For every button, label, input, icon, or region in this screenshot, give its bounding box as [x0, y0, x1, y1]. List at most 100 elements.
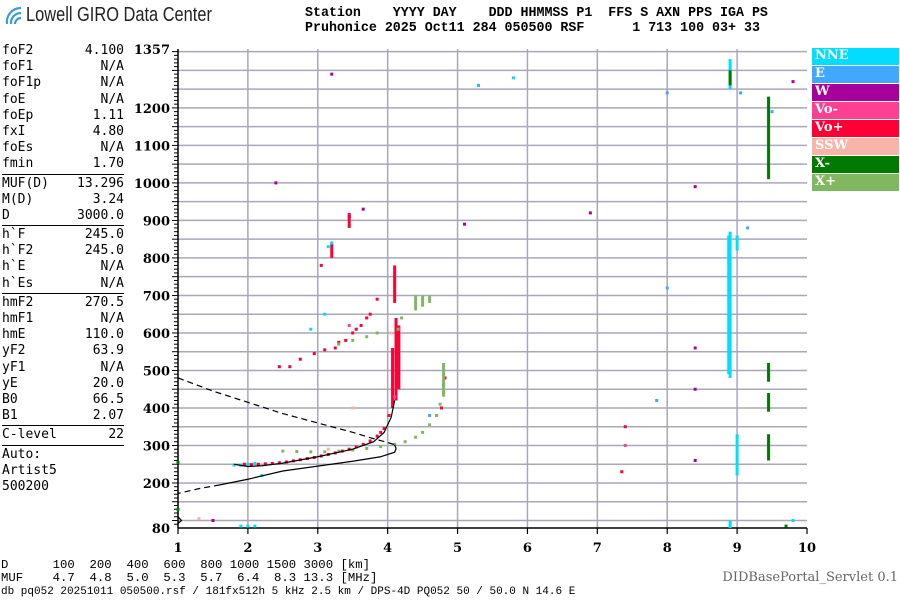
param-row: foEp 1.11 — [2, 108, 124, 124]
echo-vo-minusplus — [379, 430, 383, 434]
echo-vo-minusplus — [365, 316, 369, 320]
echo-x-minusplus — [337, 342, 341, 346]
echo-e — [477, 83, 481, 87]
param-name: foF1p — [2, 75, 42, 91]
y-tick-label: 600 — [143, 327, 170, 342]
echo-w — [693, 346, 697, 350]
param-row: h`E N/A — [2, 259, 124, 275]
param-value: 63.9 — [92, 343, 124, 359]
echo-x-minusplus — [365, 446, 369, 450]
param-name: foF1 — [2, 59, 34, 75]
header-labels: Station YYYY DAY DDD HHMMSS P1 FFS S AXN… — [305, 5, 768, 21]
param-name: D — [2, 207, 10, 223]
param-row: foF1p N/A — [2, 75, 124, 91]
param-value: 110.0 — [84, 327, 124, 343]
y-tick-label: 800 — [143, 252, 170, 267]
y-tick-label: 300 — [143, 439, 170, 454]
echo-nne — [246, 462, 250, 466]
param-name: hmF1 — [2, 311, 34, 326]
echo-nne — [239, 524, 243, 528]
param-row: h`F2 245.0 — [2, 243, 124, 259]
echo-vo-minus — [623, 443, 627, 447]
echo-x-minusplus — [393, 442, 397, 446]
echo-x-minusplus — [375, 331, 379, 335]
echo-x-minus-streak — [767, 96, 771, 180]
param-row: B1 2.07 — [2, 408, 124, 424]
echo-vo-minus — [347, 323, 351, 327]
param-value: N/A — [100, 75, 124, 91]
echo-vo-minusplus — [277, 365, 281, 369]
param-value: N/A — [100, 259, 124, 275]
echo-vo-minusplus — [351, 331, 355, 335]
echo-x-minusplus-streak — [428, 295, 432, 303]
y-tick-label: 500 — [143, 364, 170, 379]
echo-vo-minusplus — [270, 461, 274, 465]
param-value: 4.100 — [84, 43, 124, 58]
param-name: h`F — [2, 227, 26, 243]
param-value: 1.70 — [92, 156, 124, 172]
separator — [2, 225, 124, 227]
echo-x-minusplus — [396, 327, 400, 331]
param-row: B0 66.5 — [2, 392, 124, 408]
echo-nne-streak — [728, 520, 732, 528]
echo-x-minus-streak — [728, 70, 732, 86]
param-value: 2.07 — [92, 408, 124, 424]
param-name: foF2 — [2, 43, 34, 58]
echo-x-minus — [176, 507, 180, 511]
echo-vo-minusplus-streak — [393, 265, 397, 303]
file-info: db pq052 20251011 050500.rsf / 181fx512h… — [1, 586, 576, 598]
x-tick-label: 1 — [173, 541, 182, 556]
legend-item-vo-minus: Vo- — [812, 102, 899, 119]
param-row: foF1 N/A — [2, 59, 124, 75]
echo-vo-minusplus — [323, 348, 327, 352]
echo-x-minus-streak — [767, 434, 771, 461]
echo-x-minusplus — [435, 413, 439, 417]
echo-vo-minusplus — [256, 462, 260, 466]
servlet-version: DIDBasePortal_Servlet 0.1 — [722, 570, 898, 585]
echo-x-minusplus-streak — [442, 362, 446, 397]
logo-text: Lowell GIRO Data Center — [26, 3, 212, 26]
echo-e — [746, 226, 750, 230]
echo-e — [770, 110, 774, 114]
legend: NNE E W Vo- Vo+ SSW X- X+ — [812, 48, 899, 192]
param-row: hmF2 270.5 — [2, 295, 124, 311]
echo-x-minusplus — [309, 450, 313, 454]
param-row: h`Es N/A — [2, 276, 124, 292]
echo-e — [665, 91, 669, 95]
param-row: MUF(D) 13.296 — [2, 176, 124, 192]
param-name: B1 — [2, 408, 18, 424]
legend-item-nne: NNE — [812, 48, 899, 65]
echo-nne-streak — [735, 235, 739, 251]
echo-e — [739, 91, 743, 95]
echo-vo-minus — [393, 395, 397, 399]
param-name: h`Es — [2, 275, 34, 291]
x-tick-label: 9 — [733, 541, 742, 556]
echo-x-minusplus — [400, 316, 404, 320]
echo-vo-minusplus — [344, 338, 348, 342]
echo-nne — [330, 241, 334, 245]
echo-vo-minusplus — [359, 323, 363, 327]
echo-vo-minusplus — [347, 447, 351, 451]
param-row: foEs N/A — [2, 140, 124, 156]
echo-nne — [253, 461, 257, 465]
echo-x-minusplus — [414, 435, 418, 439]
echo-w — [211, 518, 215, 522]
echo-vo-minusplus-streak — [330, 242, 334, 258]
echo-x-minus-streak — [767, 392, 771, 412]
echo-vo-minusplus — [382, 427, 386, 431]
param-name: fxI — [2, 123, 26, 139]
param-name: hmE — [2, 327, 26, 343]
echo-ssw — [351, 406, 355, 410]
echo-vo-minusplus — [333, 346, 337, 350]
param-row: M(D) 3.24 — [2, 192, 124, 208]
echo-x-minusplus — [438, 402, 442, 406]
echo-x-minusplus — [281, 449, 285, 453]
echo-w — [693, 387, 697, 391]
param-row: fxI 4.80 — [2, 124, 124, 140]
y-tick-label: 1200 — [134, 102, 170, 117]
echo-vo-minusplus-streak — [347, 212, 351, 228]
echo-vo-minusplus — [337, 340, 341, 344]
echo-nne — [246, 524, 250, 528]
echo-vo-minusplus — [288, 365, 292, 369]
y-tick-label: 1100 — [134, 139, 170, 154]
